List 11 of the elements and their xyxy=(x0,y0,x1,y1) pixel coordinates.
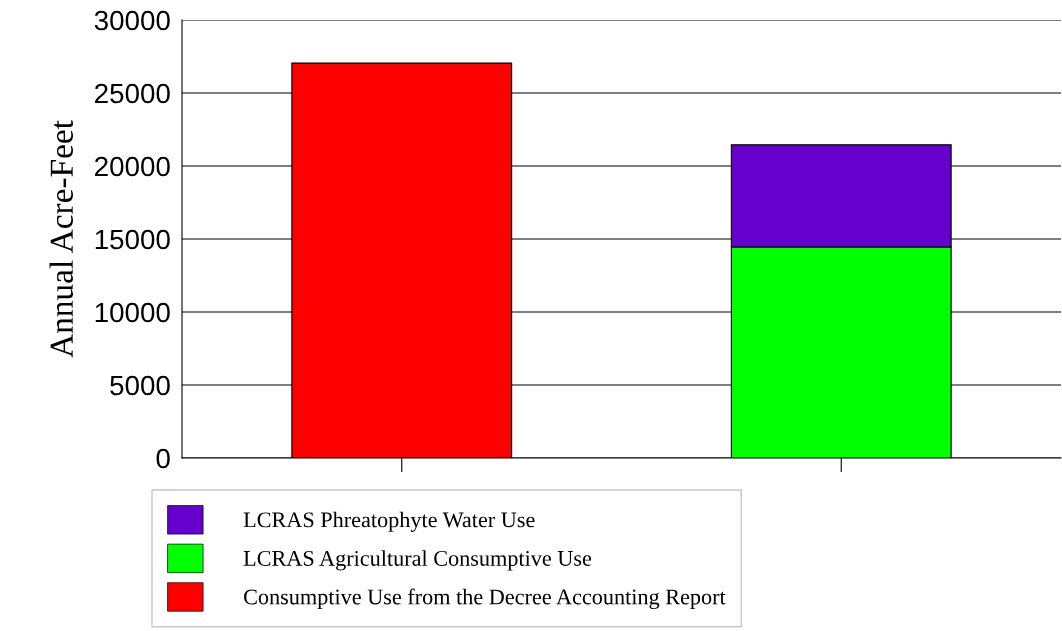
y-tick-label: 5000 xyxy=(110,375,170,396)
legend-label: Consumptive Use from the Decree Accounting Report xyxy=(244,588,726,610)
y-tick-label: 30000 xyxy=(94,10,170,31)
legend-label: LCRAS Phreatophyte Water Use xyxy=(243,511,535,532)
y-tick-label: 0 xyxy=(156,448,170,469)
legend-label: LCRAS Agricultural Consumptive Use xyxy=(243,550,592,571)
y-tick-label: 15000 xyxy=(95,229,170,250)
y-tick-label: 25000 xyxy=(95,83,170,104)
y-tick-label: 10000 xyxy=(95,302,170,323)
y-axis-title: Annual Acre-Feet xyxy=(49,120,73,358)
y-tick-label: 20000 xyxy=(95,156,170,177)
